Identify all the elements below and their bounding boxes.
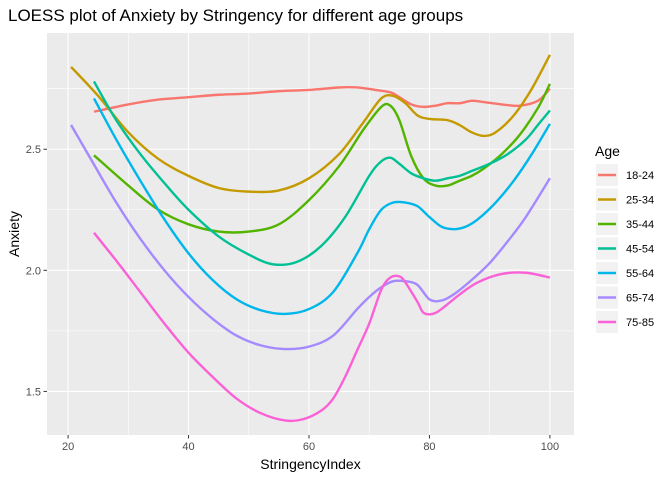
legend-label: 65-74: [626, 293, 654, 305]
legend-label: 55-64: [626, 268, 654, 280]
series-line-75-85: [93, 232, 551, 423]
legend-items: 18-24 25-34 35-44 45-54 55-64 65-74 75-85: [596, 164, 654, 333]
y-tick-label: 1.5: [26, 386, 41, 398]
chart-title: LOESS plot of Anxiety by Stringency for …: [8, 6, 463, 25]
legend: Age 18-24 25-34 35-44 45-54 55-64 65-74 75-85: [595, 143, 654, 333]
series-line-35-44: [93, 83, 551, 234]
y-axis-ticks: 1.5 2.0 2.5: [26, 144, 47, 398]
legend-label: 45-54: [626, 244, 654, 256]
y-axis-title: Anxiety: [6, 211, 22, 257]
legend-title: Age: [595, 143, 620, 159]
series-line-25-34: [70, 54, 551, 194]
legend-label: 35-44: [626, 219, 654, 231]
legend-item-75-85: 75-85: [596, 311, 654, 333]
legend-item-45-54: 45-54: [596, 237, 654, 260]
y-tick-label: 2.5: [26, 144, 41, 156]
x-axis-title: StringencyIndex: [260, 456, 360, 472]
series-line-18-24: [93, 85, 551, 113]
x-tick-label: 20: [62, 441, 74, 453]
series-line-65-74: [70, 124, 551, 351]
x-axis-ticks: 20 40 60 80 100: [62, 435, 559, 453]
plot-panel: [47, 33, 574, 435]
legend-item-25-34: 25-34: [596, 188, 654, 211]
legend-item-18-24: 18-24: [596, 164, 654, 186]
x-tick-label: 60: [303, 441, 315, 453]
y-tick-label: 2.0: [26, 265, 41, 277]
x-tick-label: 100: [541, 441, 559, 453]
series-line-55-64: [92, 97, 551, 316]
series-lines: [70, 54, 551, 423]
x-tick-label: 80: [423, 441, 435, 453]
legend-item-65-74: 65-74: [596, 286, 654, 309]
legend-item-55-64: 55-64: [596, 262, 654, 284]
grid-major: [47, 33, 574, 435]
series-line-45-54: [92, 80, 551, 267]
legend-label: 75-85: [626, 317, 654, 329]
legend-label: 18-24: [626, 170, 654, 182]
legend-item-35-44: 35-44: [596, 213, 654, 235]
legend-label: 25-34: [626, 195, 654, 207]
x-tick-label: 40: [182, 441, 194, 453]
